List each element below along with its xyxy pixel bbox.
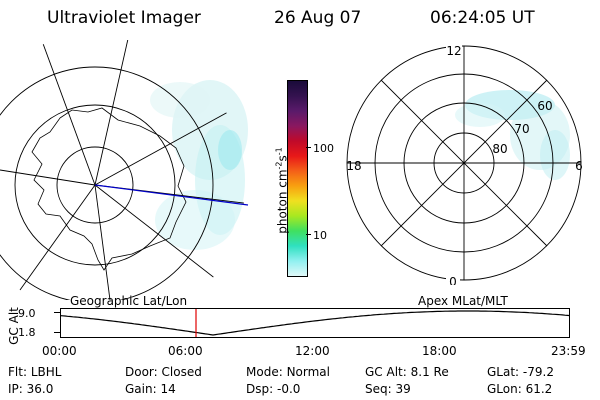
- status-gc-alt: GC Alt: 8.1 Re: [365, 365, 449, 379]
- mlat-label-70: 70: [514, 122, 529, 136]
- colorbar-tick-mark-10: [306, 234, 311, 235]
- aurora-emission-left: [150, 80, 248, 250]
- timeline-x-tick-1800: 18:00: [422, 344, 457, 358]
- geographic-map: [0, 40, 249, 300]
- mlt-label-6: 6: [575, 159, 583, 173]
- mlat-grid: [346, 45, 582, 281]
- timeline-x-tick-2359: 23:59: [551, 344, 586, 358]
- timeline-x-tick-0000: 00:00: [42, 344, 77, 358]
- magnetic-map-caption: Apex MLat/MLT: [418, 294, 508, 308]
- timeline-y-tick-max: 9.0: [18, 307, 36, 320]
- aurora-emission-right: [455, 90, 570, 180]
- antarctica-coastline: [31, 107, 187, 271]
- mlt-label-12: 12: [446, 45, 461, 58]
- colorbar-tick-100: 100: [313, 142, 334, 155]
- altitude-curve: [60, 310, 570, 336]
- geographic-map-caption: Geographic Lat/Lon: [70, 294, 188, 308]
- colorbar-gradient: [288, 81, 307, 276]
- altitude-timeline: [60, 308, 570, 338]
- status-glon: GLon: 61.2: [487, 382, 553, 396]
- observation-date: 26 Aug 07: [274, 8, 362, 28]
- observation-time: 06:24:05 UT: [430, 8, 535, 28]
- colorbar-unit-label: photon cm-2s-1: [274, 147, 290, 234]
- timeline-x-tick-0600: 06:00: [168, 344, 203, 358]
- timeline-y-tickmark-min: [54, 332, 60, 333]
- timeline-y-tickmark-max: [54, 312, 60, 313]
- status-door: Door: Closed: [125, 365, 202, 379]
- timeline-y-tick-min: 1.8: [18, 326, 36, 339]
- mlt-label-18: 18: [346, 159, 361, 173]
- status-glat: GLat: -79.2: [487, 365, 554, 379]
- status-mode: Mode: Normal: [246, 365, 330, 379]
- status-filter: Flt: LBHL: [8, 365, 62, 379]
- colorbar-tick-mark-100: [306, 147, 311, 148]
- status-ip: IP: 36.0: [8, 382, 54, 396]
- mlt-label-0: 0: [449, 275, 457, 285]
- mlat-label-80: 80: [492, 142, 507, 156]
- timeline-x-tick-1200: 12:00: [295, 344, 330, 358]
- satellite-track: [94, 184, 249, 206]
- mlat-label-60: 60: [537, 99, 552, 113]
- magnetic-map: 12 0 18 6 60 70 80: [346, 45, 583, 285]
- status-gain: Gain: 14: [125, 382, 176, 396]
- status-seq: Seq: 39: [365, 382, 411, 396]
- status-dsp: Dsp: -0.0: [246, 382, 301, 396]
- colorbar: [287, 80, 308, 277]
- geographic-grid: [0, 40, 245, 300]
- colorbar-tick-10: 10: [313, 229, 327, 242]
- instrument-title: Ultraviolet Imager: [47, 8, 201, 28]
